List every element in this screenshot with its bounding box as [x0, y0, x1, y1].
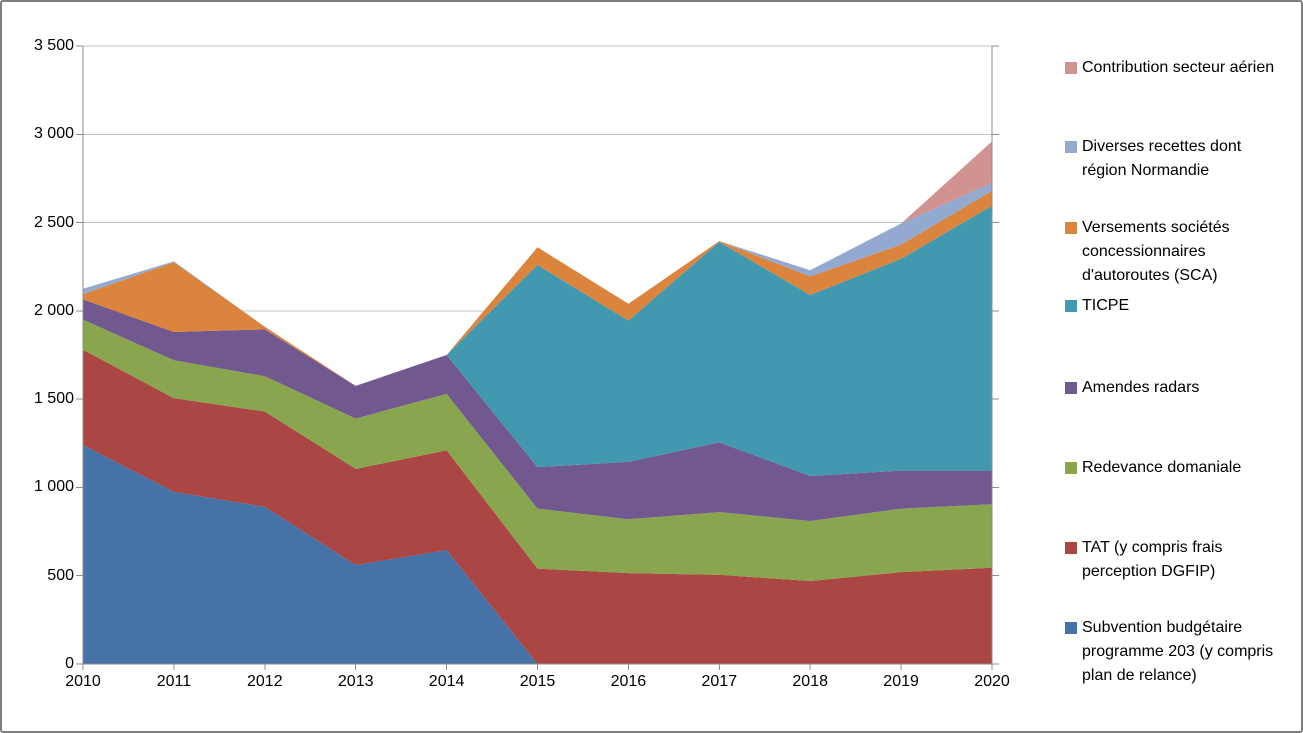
x-axis-tick-label: 2014 — [428, 673, 465, 690]
x-axis-tick-label: 2016 — [610, 673, 647, 690]
legend-label: TICPE — [1082, 297, 1130, 314]
legend-label: Diverses recettes dont région Normandie — [1082, 138, 1242, 179]
legend-label: Versements sociétés concessionnaires d'a… — [1082, 219, 1230, 284]
area-subvention-budgetaire — [83, 445, 992, 664]
y-axis-tick-label: 0 — [65, 655, 74, 672]
legend-swatch-amendes-radars — [1065, 382, 1077, 394]
y-axis-tick-label: 2 500 — [33, 213, 74, 231]
legend-item-redevance-domaniale: Redevance domaniale — [1065, 456, 1277, 480]
legend-item-contribution-aerien: Contribution secteur aérien — [1065, 56, 1277, 80]
x-axis-tick-label: 2019 — [883, 673, 919, 690]
y-axis-tick-label: 1 500 — [33, 390, 74, 408]
area-amendes-radars — [83, 299, 992, 521]
y-axis-tick-label: 2 000 — [33, 301, 74, 319]
y-axis-tick-label: 3 500 — [33, 37, 74, 54]
legend-item-subvention-budgetaire: Subvention budgétaire programme 203 (y c… — [1065, 616, 1277, 688]
legend-label: Contribution secteur aérien — [1082, 59, 1275, 76]
area-tat — [83, 349, 992, 664]
legend-swatch-versements-sca — [1065, 222, 1077, 234]
legend-item-ticpe: TICPE — [1065, 294, 1277, 318]
legend-swatch-tat — [1065, 542, 1077, 554]
area-ticpe — [83, 205, 992, 476]
x-axis-tick-label: 2012 — [247, 673, 283, 690]
x-axis-tick-label: 2015 — [519, 673, 556, 690]
legend-item-amendes-radars: Amendes radars — [1065, 376, 1277, 400]
x-axis-tick-label: 2010 — [65, 673, 101, 690]
legend-label: Redevance domaniale — [1082, 459, 1242, 476]
legend-swatch-subvention-budgetaire — [1065, 622, 1077, 634]
x-axis-tick-label: 2013 — [337, 673, 374, 690]
x-axis-tick-label: 2018 — [792, 673, 828, 690]
x-axis-tick-label: 2011 — [156, 673, 192, 690]
legend-label: TAT (y compris frais perception DGFIP) — [1082, 539, 1223, 580]
legend-item-tat: TAT (y compris frais perception DGFIP) — [1065, 536, 1277, 584]
area-versements-sca — [83, 190, 992, 386]
y-axis-tick-label: 500 — [47, 566, 74, 584]
legend-swatch-redevance-domaniale — [1065, 462, 1077, 474]
x-axis-tick-label: 2017 — [701, 673, 738, 690]
y-axis-tick-label: 1 000 — [33, 478, 74, 496]
legend-item-versements-sca: Versements sociétés concessionnaires d'a… — [1065, 216, 1277, 288]
legend-label: Amendes radars — [1082, 379, 1200, 396]
y-axis-tick-label: 3 000 — [33, 125, 74, 143]
legend-item-diverses-recettes: Diverses recettes dont région Normandie — [1065, 135, 1277, 183]
x-axis-tick-label: 2020 — [974, 673, 1010, 690]
legend-swatch-contribution-aerien — [1065, 62, 1077, 74]
area-redevance-domaniale — [83, 319, 992, 582]
legend-swatch-diverses-recettes — [1065, 141, 1077, 153]
legend-swatch-ticpe — [1065, 300, 1077, 312]
legend-label: Subvention budgétaire programme 203 (y c… — [1082, 619, 1274, 684]
